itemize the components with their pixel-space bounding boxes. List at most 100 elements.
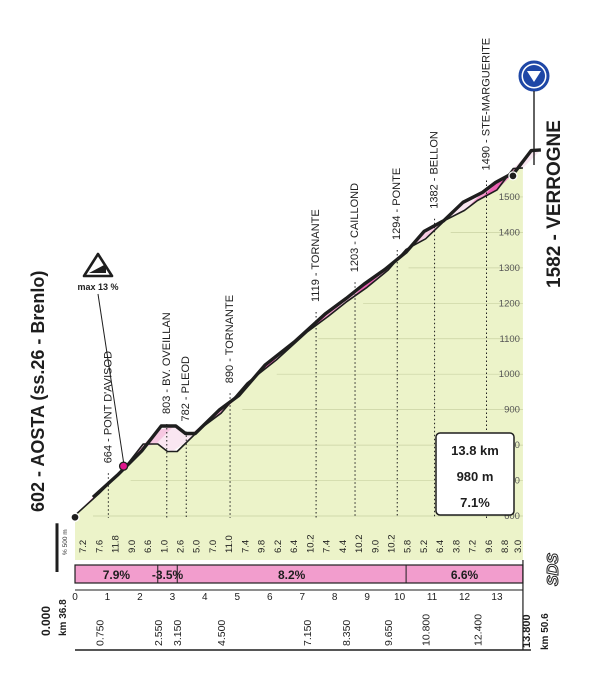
segment-gradient-label: 10.2 (354, 535, 365, 554)
section-gradient-label: 6.6% (451, 568, 479, 582)
altitude-tick-label: 1500 (499, 192, 520, 203)
km-endpoint-labels: 0.000 km 36.8 13.800 km 50.6 (39, 599, 551, 650)
waypoint-labels: 664 - PONT D'AVISOD 0.750 803 - BV. OVEILL… (94, 38, 492, 646)
segment-gradient-label: 9.0 (127, 540, 138, 553)
waypoint-label: 1294 - PONTE (391, 168, 403, 240)
waypoint-km-label: 12.400 (473, 614, 485, 646)
waypoint-km-label: 10.800 (421, 614, 433, 646)
segment-gradient-label: 7.2 (78, 540, 89, 553)
segment-gradient-label: 7.4 (240, 540, 251, 553)
segment-gradient-label: 5.2 (419, 540, 430, 553)
summary-average: 7.1% (460, 495, 490, 510)
segment-gradient-label: 7.2 (468, 540, 479, 553)
segment-gradient-label: 5.8 (403, 540, 414, 553)
segment-gradient-label: 10.2 (386, 535, 397, 554)
road-top-edge (91, 148, 542, 499)
plot-background (75, 167, 523, 560)
km-tick-label: 4 (202, 592, 208, 603)
sds-logo: SDS (545, 553, 562, 586)
km-tick-label: 13 (491, 592, 503, 603)
altitude-tick-label: 1200 (499, 298, 520, 309)
segment-gradient-label: 11.8 (111, 535, 122, 553)
altitude-tick-label: 900 (504, 405, 520, 416)
road-segment (513, 149, 541, 169)
segment-gradient-label: 6.4 (435, 540, 446, 553)
waypoint-km-label: 7.150 (302, 620, 314, 646)
altitude-tick-label: 1300 (499, 263, 520, 274)
km-tick-label: 8 (332, 592, 338, 603)
segment-gradient-labels: 7.2 7.6 11.8 9.0 6.6 1.0 2.6 5.0 7.0 11.0 7.4 9.8 6.… (78, 535, 524, 554)
segment-gradient-label: 6.4 (289, 540, 300, 553)
segment-gradient-label: 10.2 (305, 535, 316, 554)
segment-gradient-label: 6.2 (273, 540, 284, 553)
scale-note: % 500 m (62, 529, 69, 555)
start-km-race: km 36.8 (58, 599, 69, 636)
max-gradient-marker: max 13 % (77, 252, 129, 471)
summary-climb: 980 m (457, 469, 494, 484)
segment-gradient-label: 8.8 (500, 540, 511, 553)
segment-gradient-label: 7.0 (208, 540, 219, 553)
finish-dot (508, 171, 518, 181)
km-tick-label: 0 (72, 592, 78, 603)
km-tick-label: 6 (267, 592, 273, 603)
altitude-tick-label: 1400 (499, 227, 520, 238)
segment-gradient-label: 9.8 (257, 540, 268, 553)
km-tick-label: 9 (364, 592, 370, 603)
profile-area (75, 167, 523, 560)
finish-label: 1582 - VERROGNE (544, 120, 565, 288)
waypoint-label: 890 - TORNANTE (224, 295, 236, 383)
km-tick-label: 1 (105, 592, 111, 603)
segment-gradient-label: 1.0 (159, 540, 170, 553)
section-gradient-strip: 7.9% -3.5% 8.2% 6.6% (74, 564, 524, 584)
slope-icon (89, 264, 106, 273)
waypoint-label: 1490 - STE-MARGUERITE (481, 38, 493, 171)
section-gradient-label: -3.5% (152, 568, 184, 582)
altitude-tick-label: 600 (504, 511, 520, 522)
chart-extras: % 500 m SDS (62, 529, 563, 586)
segment-gradient-label: 11.0 (224, 535, 235, 553)
segment-gradient-label: 9.6 (484, 540, 495, 553)
segment-gradient-label: 6.6 (143, 540, 154, 553)
max-gradient-point (118, 461, 129, 471)
waypoint-km-label: 4.500 (216, 620, 228, 646)
start-dot (70, 512, 80, 522)
road-bottom-edge (74, 167, 523, 516)
segment-gradient-label: 7.6 (94, 540, 105, 553)
waypoint-label: 1382 - BELLON (429, 131, 441, 209)
waypoint-km-label: 8.350 (341, 620, 353, 646)
max-gradient-pointer (97, 293, 125, 463)
km-tick-label: 10 (394, 592, 406, 603)
segment-gradient-label: 9.0 (370, 540, 381, 553)
km-tick-label: 2 (137, 592, 143, 603)
finish-triangle-icon (527, 71, 541, 82)
waypoint-km-label: 0.750 (94, 620, 106, 646)
waypoint-label: 1119 - TORNANTE (310, 209, 322, 302)
start-km: 0.000 (39, 606, 53, 636)
section-gradient-label: 7.9% (103, 568, 131, 582)
km-tick-label: 11 (427, 592, 438, 603)
segment-gradient-label: 2.6 (175, 540, 186, 553)
summary-frame (435, 432, 515, 516)
road-segment (448, 192, 483, 219)
start-label-group: 602 - AOSTA (ss.26 - Brenlo) (28, 271, 48, 512)
section-gradient-label: 8.2% (278, 568, 306, 582)
waypoint-km-label: 3.150 (172, 620, 184, 646)
max-gradient-label: max 13 % (77, 282, 118, 292)
altitude-tick-label: 1100 (500, 334, 520, 345)
km-tick-label: 7 (299, 592, 305, 603)
finish-label-group: 1582 - VERROGNE (518, 60, 565, 288)
altitude-tick-label: 1000 (499, 369, 520, 380)
start-label: 602 - AOSTA (ss.26 - Brenlo) (28, 271, 48, 512)
waypoint-label: 803 - BV. OVEILLAN (161, 312, 173, 414)
climb-summary-box: 13.8 km 980 m 7.1% (435, 432, 515, 516)
segment-gradient-label: 7.4 (322, 540, 333, 553)
waypoint-label: 664 - PONT D'AVISOD (102, 351, 114, 463)
finish-km: 13.800 (521, 614, 533, 648)
finish-km-race: km 50.6 (540, 613, 551, 650)
km-tick-label: 5 (235, 592, 241, 603)
waypoint-label: 782 - PLEOD (180, 356, 192, 421)
waypoint-label: 1203 - CAILLOND (349, 183, 361, 272)
waypoint-km-label: 2.550 (153, 620, 165, 646)
segment-gradient-label: 3.8 (451, 540, 462, 553)
